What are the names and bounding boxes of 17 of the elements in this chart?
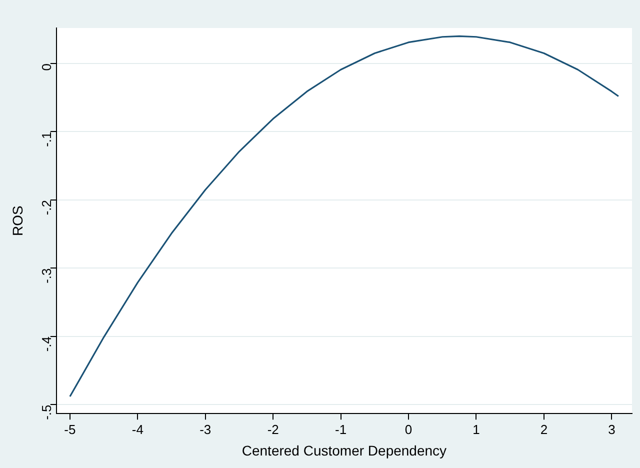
x-tick-label: -5 [64, 422, 76, 437]
x-tick-label: -3 [200, 422, 212, 437]
x-tick-label: 1 [472, 422, 480, 437]
y-tick-label: -.3 [38, 268, 54, 284]
x-tick-label: 2 [540, 422, 548, 437]
y-tick-label: -.1 [38, 132, 54, 147]
x-tick-label: 0 [404, 422, 412, 437]
x-tick-label: -4 [132, 422, 144, 437]
x-tick-label: -1 [335, 422, 347, 437]
x-tick-label: -2 [267, 422, 279, 437]
y-tick-label: -.2 [38, 200, 54, 216]
y-axis-title: ROS [9, 206, 26, 236]
y-tick-label: -.5 [38, 404, 54, 420]
x-axis-title: Centered Customer Dependency [242, 442, 447, 458]
y-tick-label: -.4 [38, 336, 54, 352]
y-tick-label: 0 [38, 63, 54, 71]
x-tick-label: 3 [608, 422, 616, 437]
